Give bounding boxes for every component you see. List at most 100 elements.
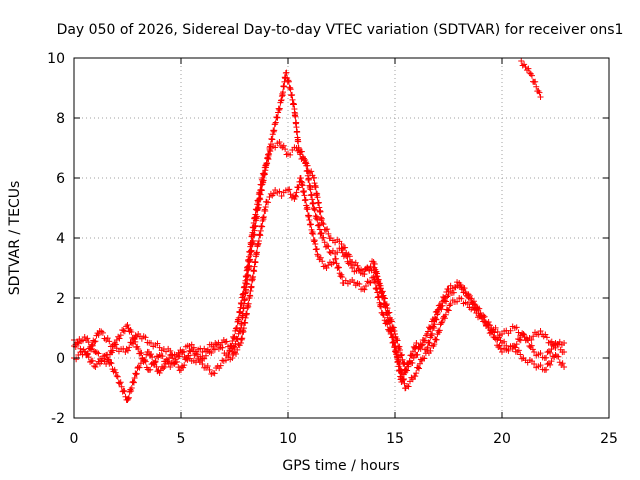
data-point (294, 128, 301, 135)
data-point (252, 259, 259, 266)
data-point (267, 148, 274, 155)
data-point (234, 324, 241, 331)
data-point (386, 309, 393, 316)
data-point (253, 249, 260, 256)
data-point (518, 58, 525, 64)
data-point (81, 334, 88, 340)
data-point (411, 345, 418, 352)
data-point (161, 363, 168, 370)
data-point (233, 350, 240, 357)
data-point (384, 305, 391, 312)
data-point (201, 355, 208, 362)
data-point (497, 346, 504, 353)
data-point (438, 303, 445, 310)
data-point (147, 366, 154, 373)
data-point (307, 186, 314, 193)
data-point (315, 222, 322, 229)
data-point (242, 320, 249, 326)
data-point (87, 358, 94, 365)
data-point (559, 360, 566, 367)
data-point (470, 298, 477, 305)
data-point (528, 342, 535, 349)
data-point (272, 144, 279, 151)
data-point (165, 360, 172, 367)
data-point (393, 348, 400, 355)
data-point (219, 344, 226, 351)
data-point (472, 302, 479, 309)
data-point (308, 221, 315, 228)
data-point (111, 366, 118, 373)
data-point (318, 230, 325, 237)
data-point (320, 221, 327, 228)
data-point (398, 367, 405, 374)
data-point (380, 311, 387, 318)
data-point (507, 327, 514, 334)
data-point (240, 325, 247, 332)
y-axis-label: SDTVAR / TECUs (7, 181, 23, 296)
data-point (108, 360, 115, 367)
data-point (399, 356, 406, 363)
data-point (126, 344, 133, 351)
data-point (396, 343, 403, 350)
data-point (121, 388, 128, 395)
data-point (537, 94, 544, 100)
data-point (325, 243, 332, 250)
data-point (246, 249, 253, 256)
data-point (371, 264, 378, 271)
data-point (501, 338, 508, 345)
data-point (548, 338, 555, 345)
data-point (413, 340, 420, 346)
data-point (519, 62, 526, 69)
data-point (442, 294, 449, 301)
data-point (124, 322, 131, 328)
data-point (430, 317, 437, 324)
data-point (266, 151, 273, 158)
data-point (492, 324, 499, 331)
data-point (199, 361, 206, 367)
data-point (111, 341, 118, 348)
data-point (552, 344, 559, 351)
data-point (462, 290, 469, 297)
data-point (262, 164, 269, 171)
data-point (141, 356, 148, 363)
x-tick-labels: 0 5 10 15 20 25 (70, 431, 618, 447)
data-point (412, 373, 419, 380)
data-point (400, 375, 407, 382)
data-point (325, 230, 332, 237)
data-point (98, 358, 105, 365)
data-point (400, 359, 407, 366)
data-point (117, 379, 124, 386)
data-point (308, 168, 315, 175)
data-point (211, 346, 218, 353)
data-point (252, 211, 259, 218)
data-point (424, 331, 431, 337)
data-point (106, 338, 113, 345)
data-point (104, 351, 111, 358)
data-point (295, 184, 302, 191)
data-point (91, 338, 98, 345)
data-point (427, 325, 434, 332)
data-point (95, 350, 102, 357)
data-point (88, 346, 95, 353)
data-point (154, 340, 161, 347)
data-point (461, 285, 468, 292)
data-point (451, 284, 458, 291)
data-point (543, 354, 550, 361)
data-point (457, 281, 464, 288)
data-point (322, 226, 329, 233)
data-point (118, 383, 125, 390)
data-point (246, 253, 253, 260)
data-point (210, 343, 217, 350)
data-point (402, 367, 409, 373)
data-point (392, 331, 398, 337)
data-point (243, 273, 250, 280)
data-point (523, 67, 530, 74)
data-point (494, 328, 501, 335)
data-point (120, 327, 127, 334)
data-point (528, 72, 535, 79)
data-point (431, 341, 438, 348)
data-point (441, 315, 448, 322)
data-point (262, 203, 269, 210)
data-point (286, 186, 293, 193)
data-point (561, 364, 568, 370)
